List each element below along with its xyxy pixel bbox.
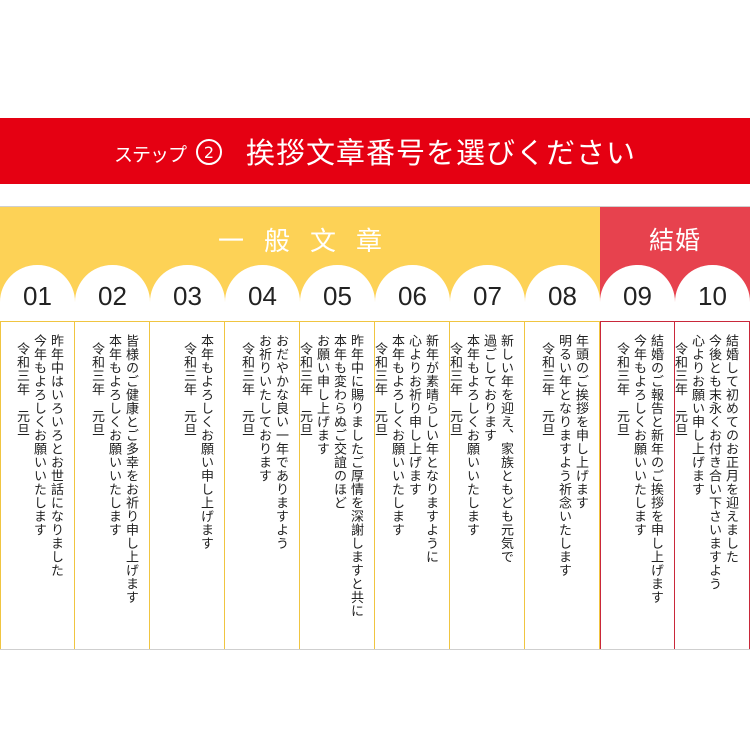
option-number-tab: 08 (525, 265, 600, 321)
option-number-tab: 06 (375, 265, 450, 321)
greeting-line: 新しい年を迎え、家族ともども元気で (498, 334, 513, 564)
greeting-line: 明るい年となりますよう祈念いたします (556, 334, 571, 577)
option-08[interactable]: 08 年頭のご挨拶を申し上げます 明るい年となりますよう祈念いたします 令和三年… (525, 265, 600, 649)
greeting-date: 令和三年 元旦 (297, 342, 312, 437)
greeting-date: 令和三年 元旦 (672, 342, 687, 437)
greeting-line: 本年もよろしくお願いいたします (106, 334, 121, 537)
option-number: 05 (323, 281, 352, 311)
option-text-panel: 昨年中はいろいろとお世話になりました 今年もよろしくお願いいたします 令和三年 … (0, 321, 75, 649)
greeting-line: 過ごしております (481, 334, 496, 442)
greeting-line: 今年もよろしくお願いいたします (631, 334, 646, 537)
greeting-date: 令和三年 元旦 (539, 342, 554, 437)
option-07[interactable]: 07 新しい年を迎え、家族ともども元気で 過ごしております 本年もよろしくお願い… (447, 265, 525, 649)
option-number-tab: 04 (225, 265, 300, 321)
option-04[interactable]: 04 おだやかな良い一年でありますよう お祈りいたしております 令和三年 元旦 (225, 265, 300, 649)
option-number-tab: 07 (450, 265, 525, 321)
option-text-panel: 昨年中に賜りましたご厚情を深謝しますと共に 本年も変わらぬご交誼のほど お願い申… (297, 321, 375, 649)
option-number: 09 (623, 281, 652, 311)
greeting-line: 本年もよろしくお願い申し上げます (198, 334, 213, 550)
step-number-badge: 2 (196, 139, 222, 165)
category-wedding-label: 結婚 (648, 226, 701, 255)
greeting-line: 昨年中に賜りましたご厚情を深謝しますと共に (348, 334, 363, 618)
greeting-line: 今後とも末永くお付き合い下さいますよう (706, 334, 721, 591)
greeting-line: おだやかな良い一年でありますよう (273, 334, 288, 550)
option-number-tab: 10 (675, 265, 750, 321)
greeting-line: 本年も変わらぬご交誼のほど (331, 334, 346, 510)
greeting-date: 令和三年 元旦 (239, 342, 254, 437)
greeting-line: お祈りいたしております (256, 334, 271, 483)
option-05[interactable]: 05 昨年中に賜りましたご厚情を深謝しますと共に 本年も変わらぬご交誼のほど お… (297, 265, 375, 649)
option-text-panel: 新年が素晴らしい年となりますように 心よりお祈り申し上げます 本年もよろしくお願… (372, 321, 450, 649)
option-text-panel: 結婚して初めてのお正月を迎えました 今後とも末永くお付き合い下さいますよう 心よ… (672, 321, 750, 649)
greeting-line: 心よりお願い申し上げます (689, 334, 704, 496)
option-number-tab: 05 (300, 265, 375, 321)
option-columns: 01 昨年中はいろいろとお世話になりました 今年もよろしくお願いいたします 令和… (0, 265, 750, 649)
option-number-tab: 02 (75, 265, 150, 321)
option-06[interactable]: 06 新年が素晴らしい年となりますように 心よりお祈り申し上げます 本年もよろし… (372, 265, 450, 649)
page-title: 挨拶文章番号を選びください (246, 136, 637, 170)
step-label: ステップ (113, 143, 187, 166)
option-09[interactable]: 09 結婚のご報告と新年のご挨拶を申し上げます 今年もよろしくお願いいたします … (600, 265, 675, 649)
option-number: 07 (473, 281, 502, 311)
option-10[interactable]: 10 結婚して初めてのお正月を迎えました 今後とも末永くお付き合い下さいますよう… (672, 265, 750, 649)
greeting-line: 結婚して初めてのお正月を迎えました (723, 334, 738, 564)
option-number: 06 (398, 281, 427, 311)
option-number: 08 (548, 281, 577, 311)
greeting-line: 皆様のご健康とご多幸をお祈り申し上げます (123, 334, 138, 604)
greeting-options-board: 一般文章 結婚 01 昨年中はいろいろとお世話になりました 今年もよろしくお願い… (0, 206, 750, 650)
option-01[interactable]: 01 昨年中はいろいろとお世話になりました 今年もよろしくお願いいたします 令和… (0, 265, 75, 649)
option-text-panel: 本年もよろしくお願い申し上げます 令和三年 元旦 (150, 321, 225, 649)
greeting-line: 今年もよろしくお願いいたします (31, 334, 46, 537)
option-number-tab: 01 (0, 265, 75, 321)
greeting-date: 令和三年 元旦 (447, 342, 462, 437)
option-text-panel: おだやかな良い一年でありますよう お祈りいたしております 令和三年 元旦 (225, 321, 300, 649)
greeting-date: 令和三年 元旦 (89, 342, 104, 437)
option-number-tab: 09 (600, 265, 675, 321)
step-banner: ステップ 2 挨拶文章番号を選びください (0, 118, 750, 184)
option-number: 10 (698, 281, 727, 311)
greeting-line: 結婚のご報告と新年のご挨拶を申し上げます (648, 334, 663, 604)
option-number: 04 (248, 281, 277, 311)
greeting-date: 令和三年 元旦 (181, 342, 196, 437)
option-text-panel: 年頭のご挨拶を申し上げます 明るい年となりますよう祈念いたします 令和三年 元旦 (525, 321, 600, 649)
option-text-panel: 皆様のご健康とご多幸をお祈り申し上げます 本年もよろしくお願いいたします 令和三… (75, 321, 150, 649)
option-03[interactable]: 03 本年もよろしくお願い申し上げます 令和三年 元旦 (150, 265, 225, 649)
greeting-line: 昨年中はいろいろとお世話になりました (48, 334, 63, 577)
option-02[interactable]: 02 皆様のご健康とご多幸をお祈り申し上げます 本年もよろしくお願いいたします … (75, 265, 150, 649)
greeting-line: 年頭のご挨拶を申し上げます (573, 334, 588, 510)
option-number: 01 (23, 281, 52, 311)
greeting-line: お願い申し上げます (314, 334, 329, 456)
option-number: 02 (98, 281, 127, 311)
greeting-line: 心よりお祈り申し上げます (406, 334, 421, 496)
option-number: 03 (173, 281, 202, 311)
greeting-date: 令和三年 元旦 (614, 342, 629, 437)
option-text-panel: 結婚のご報告と新年のご挨拶を申し上げます 今年もよろしくお願いいたします 令和三… (600, 321, 675, 649)
option-number-tab: 03 (150, 265, 225, 321)
option-text-panel: 新しい年を迎え、家族ともども元気で 過ごしております 本年もよろしくお願いいたし… (447, 321, 525, 649)
greeting-date: 令和三年 元旦 (14, 342, 29, 437)
greeting-date: 令和三年 元旦 (372, 342, 387, 437)
greeting-line: 本年もよろしくお願いいたします (389, 334, 404, 537)
greeting-line: 本年もよろしくお願いいたします (464, 334, 479, 537)
category-general-label: 一般文章 (217, 227, 402, 257)
greeting-line: 新年が素晴らしい年となりますように (423, 334, 438, 564)
